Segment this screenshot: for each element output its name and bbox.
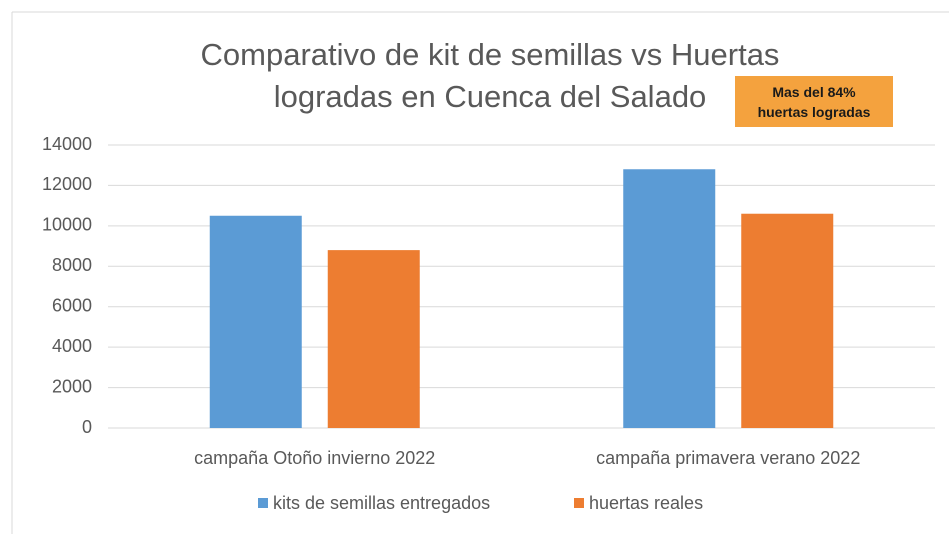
y-tick-label: 4000: [52, 336, 92, 356]
annotation: Mas del 84% huertas logradas: [735, 76, 893, 127]
chart-title: Comparativo de kit de semillas vs Huerta…: [200, 37, 780, 114]
legend-swatch: [574, 498, 584, 508]
y-tick-label: 14000: [42, 134, 92, 154]
legend-label: huertas reales: [589, 493, 703, 513]
y-tick-label: 8000: [52, 255, 92, 275]
y-tick-label: 6000: [52, 295, 92, 315]
legend-label: kits de semillas entregados: [273, 493, 490, 513]
bar: [623, 169, 716, 428]
bar: [209, 215, 302, 428]
bar: [327, 250, 420, 428]
y-tick-label: 0: [82, 417, 92, 437]
x-tick-label: campaña Otoño invierno 2022: [194, 448, 435, 468]
y-tick-label: 12000: [42, 174, 92, 194]
y-tick-label: 10000: [42, 215, 92, 235]
y-tick-label: 2000: [52, 376, 92, 396]
legend-swatch: [258, 498, 268, 508]
bar: [741, 213, 834, 428]
x-tick-label: campaña primavera verano 2022: [596, 448, 860, 468]
